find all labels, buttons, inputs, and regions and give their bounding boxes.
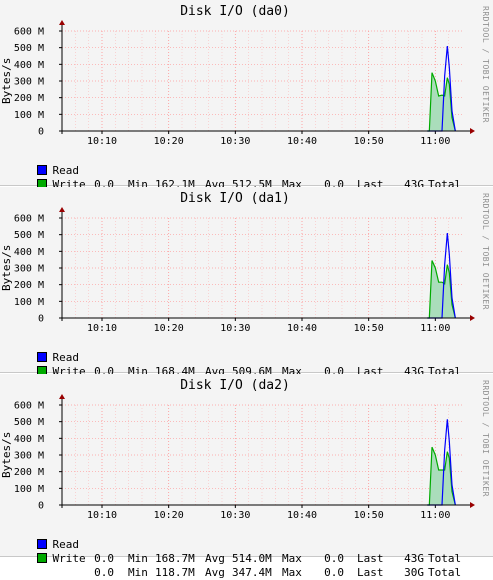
legend-read: Read 0.0 Min 162.1M Avg 512.5M Max 0.0 Last 43G T… [10,150,461,191]
disk-io-chart: 0 100 M 200 M 300 M 400 M 500 M 600 M 10:10 10:2… [14,207,475,334]
write-line [427,446,456,506]
legend-name: Read [52,351,80,364]
rrdtool-watermark: RRDTOOL / TOBI OETIKER [481,380,490,497]
legend-write: Write 0.0 Min 118.7M Avg 347.4M Max 0.0 Last 30G… [10,538,461,579]
y-axis-arrow [59,20,65,25]
legend-write: Write 0.0Min118.5MAvg347.4MMax0.0Last30G… [10,351,461,392]
legend-total-label: Total [428,552,462,565]
disk-io-chart: 0 100 M 200 M 300 M 400 M 500 M 600 M 10:10 10:2… [14,394,475,521]
x-tick-label: 10:20 [154,323,184,334]
y-tick-label: 100 M [14,297,44,308]
y-tick-label: 300 M [14,264,44,275]
legend-min: 118.7M [155,566,195,579]
disk-io-chart: 0 100 M 200 M 300 M 400 M 500 M 600 M 10:10 10:2… [14,20,475,147]
legend-name: Read [52,164,80,177]
y-tick-label: 200 M [14,280,44,291]
legend-read: Read 0.0 Min 168.7M Avg 514.0M Max 0.0 Last 43G T… [10,524,461,565]
legend-last-label: Last [357,552,384,565]
x-tick-label: 10:20 [154,510,184,521]
x-tick-label: 10:20 [154,136,184,147]
legend-avg-label: Avg [205,552,225,565]
legend-last-label: Last [357,566,384,579]
y-tick-label: 500 M [14,43,44,54]
x-tick-label: 11:00 [420,510,450,521]
y-axis-arrow [59,394,65,399]
x-tick-label: 10:10 [87,510,117,521]
graph-title: Disk I/O (da1) [180,191,290,206]
x-axis-arrow [470,128,475,134]
write-area [427,72,456,131]
x-tick-label: 10:10 [87,323,117,334]
write-line [427,260,456,319]
legend-name: Write [52,552,86,565]
legend-read: Read 0.0 Min 168.4M Avg 509.6M Max 0.0 Last 43G T… [10,337,461,378]
legend-avg: 514.0M [232,552,272,565]
rrdtool-watermark: RRDTOOL / TOBI OETIKER [481,193,490,310]
graph-panel-da1: Disk I/O (da1) RRDTOOL / TOBI OETIKER By… [0,187,493,392]
y-tick-label: 500 M [14,230,44,241]
y-tick-label: 600 M [14,401,44,412]
graph-panel-da2: Disk I/O (da2) RRDTOOL / TOBI OETIKER By… [0,374,493,579]
y-tick-label: 0 [38,127,44,138]
read-color-swatch [36,352,47,362]
x-tick-label: 10:40 [287,323,317,334]
legend-cur: 0.0 [94,566,114,579]
legend-total: 43G [404,552,424,565]
x-tick-label: 10:50 [354,323,384,334]
x-tick-label: 10:30 [220,510,250,521]
y-tick-label: 500 M [14,417,44,428]
write-area [427,260,456,318]
x-tick-label: 11:00 [420,136,450,147]
legend-write: Write 0.0Min114.0MAvg347.2MMax0.0Last30G… [10,164,461,205]
graph-title: Disk I/O (da2) [180,378,290,393]
x-tick-label: 10:10 [87,136,117,147]
y-tick-label: 200 M [14,93,44,104]
x-tick-label: 11:00 [420,323,450,334]
y-axis-arrow [59,207,65,212]
legend-total-label: Total [428,566,462,579]
legend-min: 168.7M [155,552,195,565]
y-tick-label: 600 M [14,27,44,38]
graph-panel-da0: Disk I/O (da0) RRDTOOL / TOBI OETIKER By… [0,0,493,205]
y-tick-label: 400 M [14,60,44,71]
write-line [427,72,456,132]
x-tick-label: 10:30 [220,323,250,334]
x-axis-arrow [470,315,475,321]
y-tick-label: 0 [38,501,44,512]
rrdtool-watermark: RRDTOOL / TOBI OETIKER [481,6,490,123]
graph-title: Disk I/O (da0) [180,4,290,19]
legend-name: Read [52,538,80,551]
y-tick-label: 600 M [14,214,44,225]
y-tick-label: 100 M [14,484,44,495]
y-tick-label: 400 M [14,434,44,445]
y-tick-label: 400 M [14,247,44,258]
x-tick-label: 10:50 [354,136,384,147]
y-tick-label: 100 M [14,110,44,121]
read-color-swatch [36,165,47,175]
x-tick-label: 10:50 [354,510,384,521]
y-tick-label: 300 M [14,77,44,88]
legend-total: 30G [404,566,424,579]
legend-min-label: Min [128,566,148,579]
y-tick-label: 0 [38,314,44,325]
legend-min-label: Min [128,552,148,565]
legend-max: 0.0 [324,566,344,579]
legend-avg: 347.4M [232,566,272,579]
legend-max-label: Max [282,552,302,565]
legend-max-label: Max [282,566,302,579]
write-color-swatch [36,553,47,563]
y-tick-label: 300 M [14,451,44,462]
x-axis-arrow [470,502,475,508]
y-tick-label: 200 M [14,467,44,478]
x-tick-label: 10:40 [287,136,317,147]
x-tick-label: 10:30 [220,136,250,147]
legend-avg-label: Avg [205,566,225,579]
write-area [427,447,456,505]
x-tick-label: 10:40 [287,510,317,521]
legend-max: 0.0 [324,552,344,565]
read-color-swatch [36,539,47,549]
